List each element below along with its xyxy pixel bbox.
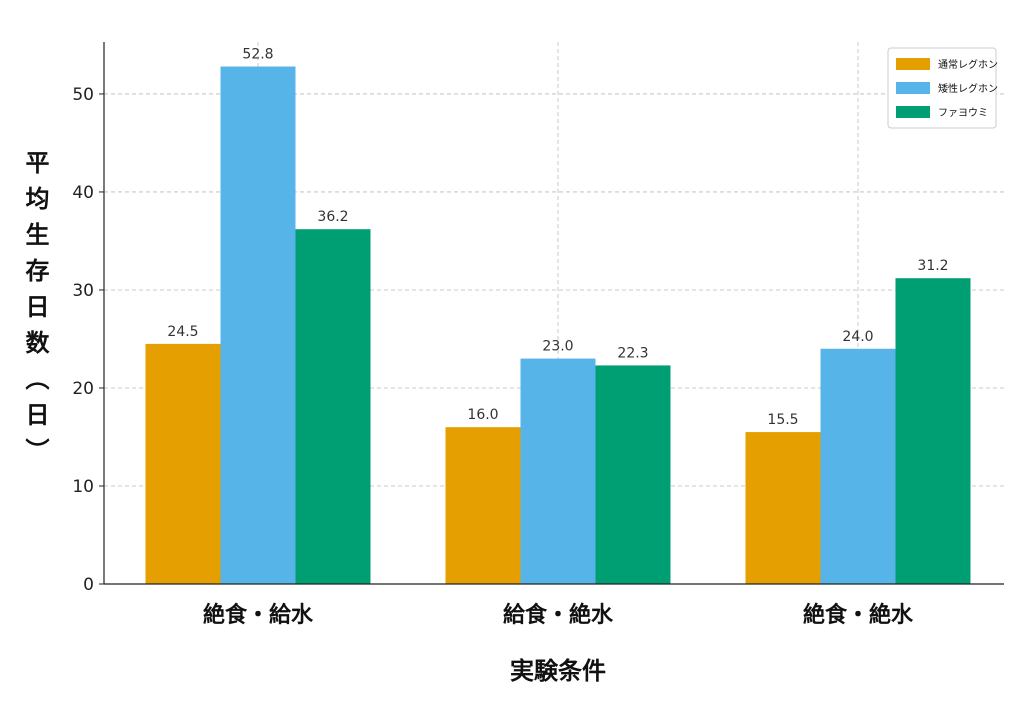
y-axis-label: 平均生存日数（日） [21,150,49,474]
y-tick-label: 50 [72,85,94,105]
y-tick-label: 20 [72,379,94,399]
legend-label: ファヨウミ [938,107,988,119]
y-tick-label: 10 [72,477,94,497]
bar [145,343,221,584]
bar [520,358,596,584]
bar [895,278,971,584]
value-label: 23.0 [542,339,573,355]
value-label: 36.2 [317,209,348,225]
legend-label: 矮性レグホン [938,82,998,95]
x-tick-label: 絶食・給水 [203,602,314,628]
bar [220,66,296,585]
bar [745,432,821,584]
value-label: 24.0 [842,329,873,345]
y-tick-label: 0 [83,575,94,595]
x-tick-label: 絶食・絶水 [803,602,914,628]
y-tick-label: 30 [72,281,94,301]
value-label: 31.2 [917,258,948,274]
value-label: 22.3 [617,345,648,361]
x-axis-label: 実験条件 [510,657,606,685]
value-label: 16.0 [467,407,498,423]
bar [820,348,896,584]
value-label: 24.5 [167,324,198,340]
legend-swatch [896,82,930,94]
value-label: 15.5 [767,412,798,428]
x-tick-label: 給食・絶水 [503,602,614,628]
bar [295,229,371,584]
bar [445,427,521,584]
legend-swatch [896,106,930,118]
y-tick-label: 40 [72,183,94,203]
legend-label: 通常レグホン [938,58,998,71]
value-label: 52.8 [242,47,273,63]
bar [595,365,671,584]
legend-swatch [896,58,930,70]
